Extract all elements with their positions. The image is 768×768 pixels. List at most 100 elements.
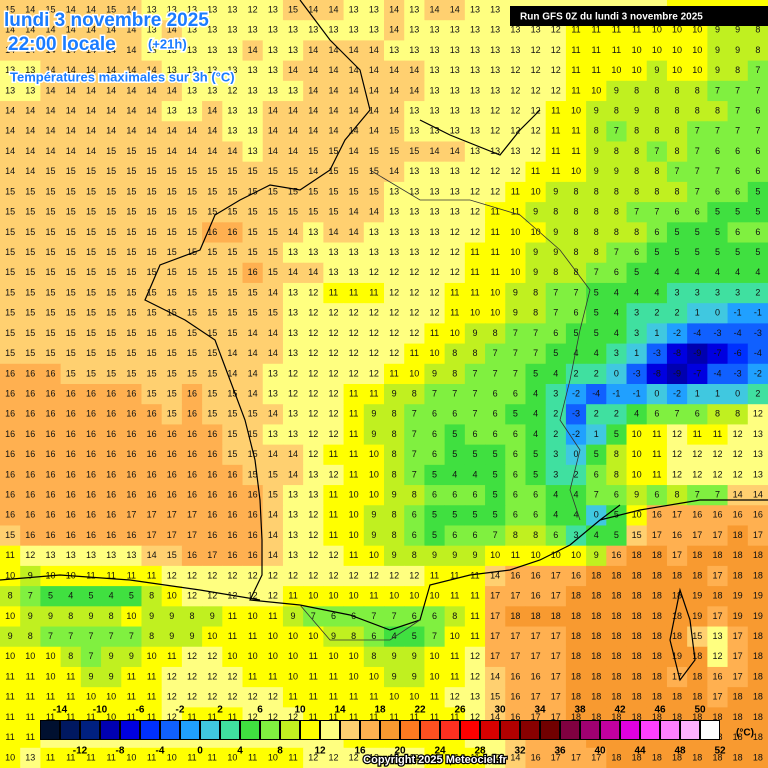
temperature-cell	[646, 40, 668, 62]
temperature-value: 12	[349, 368, 359, 378]
temperature-value: 11	[430, 692, 439, 702]
temperature-value: 8	[614, 186, 619, 196]
temperature-cell	[444, 424, 466, 446]
temperature-cell	[727, 101, 749, 122]
temperature-value: 13	[288, 409, 298, 419]
temperature-value: 13	[369, 247, 379, 257]
temperature-cell	[565, 424, 587, 446]
temperature-value: 2	[755, 388, 760, 398]
temperature-cell	[343, 121, 365, 142]
temperature-cell	[20, 343, 41, 365]
temperature-cell	[384, 282, 405, 304]
temperature-cell	[262, 202, 284, 223]
temperature-cell	[626, 202, 648, 223]
temperature-value: 17	[490, 611, 500, 621]
temperature-value: 9	[392, 490, 397, 500]
temperature-cell	[60, 384, 82, 405]
temperature-cell	[464, 181, 486, 203]
temperature-value: 9	[432, 368, 437, 378]
temperature-value: 10	[5, 611, 15, 621]
temperature-value: 8	[533, 308, 538, 318]
temperature-value: 4	[533, 409, 538, 419]
temperature-cell	[222, 343, 244, 365]
legend-tick-label: 12	[314, 746, 326, 757]
temperature-value: -3	[754, 328, 762, 338]
temperature-cell	[242, 343, 264, 365]
date: lundi 3 novembre 2025	[4, 10, 209, 31]
temperature-cell	[747, 424, 768, 446]
temperature-value: 6	[735, 146, 740, 156]
temperature-cell	[525, 282, 547, 304]
temperature-value: 15	[147, 227, 157, 237]
temperature-value: 9	[594, 550, 599, 560]
temperature-value: 16	[248, 530, 258, 540]
temperature-value: 11	[369, 287, 378, 297]
temperature-value: 17	[531, 692, 541, 702]
temperature-value: 13	[227, 25, 237, 35]
temperature-value: 8	[755, 25, 760, 35]
temperature-cell	[747, 404, 768, 425]
temperature-cell	[101, 80, 122, 102]
temperature-value: 16	[106, 388, 116, 398]
temperature-value: 16	[207, 530, 217, 540]
temperature-value: 11	[551, 106, 560, 116]
temperature-value: 11	[5, 550, 14, 560]
legend-tick-label: -4	[156, 746, 165, 757]
temperature-cell	[646, 303, 668, 324]
temperature-cell	[586, 161, 607, 183]
temperature-value: 13	[308, 247, 318, 257]
temperature-value: 10	[288, 671, 298, 681]
temperature-cell	[323, 282, 345, 304]
temperature-value: 16	[25, 510, 35, 520]
temperature-value: 4	[594, 348, 599, 358]
temperature-cell	[646, 262, 668, 284]
legend-swatch	[421, 721, 439, 739]
temperature-cell	[303, 424, 324, 446]
temperature-cell	[565, 80, 587, 102]
temperature-value: 13	[288, 490, 298, 500]
temperature-value: 13	[430, 106, 440, 116]
temperature-cell	[161, 404, 183, 425]
temperature-cell	[303, 323, 324, 345]
temperature-cell	[505, 424, 526, 446]
temperature-value: 13	[207, 45, 217, 55]
temperature-value: 0	[594, 510, 599, 520]
temperature-cell	[60, 343, 82, 365]
temperature-cell	[464, 262, 486, 284]
temperature-cell	[485, 323, 506, 345]
temperature-cell	[565, 222, 587, 244]
temperature-cell	[242, 404, 264, 425]
temperature-cell	[424, 343, 446, 365]
legend-swatch	[381, 721, 399, 739]
temperature-cell	[525, 242, 547, 264]
temperature-cell	[363, 121, 385, 142]
temperature-value: 11	[612, 25, 621, 35]
temperature-value: 14	[430, 146, 440, 156]
temperature-cell	[404, 404, 425, 425]
temperature-value: 12	[430, 247, 440, 257]
temperature-cell	[40, 80, 62, 102]
temperature-cell	[222, 80, 244, 102]
legend-swatch	[401, 721, 419, 739]
temperature-value: 15	[268, 267, 278, 277]
temperature-value: 13	[288, 550, 298, 560]
temperature-value: 8	[654, 106, 659, 116]
temperature-value: 15	[25, 267, 35, 277]
temperature-cell	[646, 101, 668, 122]
temperature-value: 0	[735, 388, 740, 398]
temperature-value: 15	[86, 308, 96, 318]
temperature-value: 14	[106, 85, 116, 95]
legend-swatch	[441, 721, 459, 739]
temperature-value: 11	[410, 348, 419, 358]
temperature-cell	[282, 323, 304, 345]
temperature-value: 16	[227, 227, 237, 237]
temperature-cell	[262, 303, 284, 324]
temperature-value: 13	[328, 267, 338, 277]
temperature-cell	[262, 424, 284, 446]
temperature-value: 11	[612, 45, 621, 55]
temperature-value: 18	[611, 671, 621, 681]
temperature-value: 12	[510, 85, 520, 95]
temperature-value: 12	[369, 348, 379, 358]
temperature-cell	[40, 121, 62, 142]
temperature-value: 11	[470, 247, 479, 257]
